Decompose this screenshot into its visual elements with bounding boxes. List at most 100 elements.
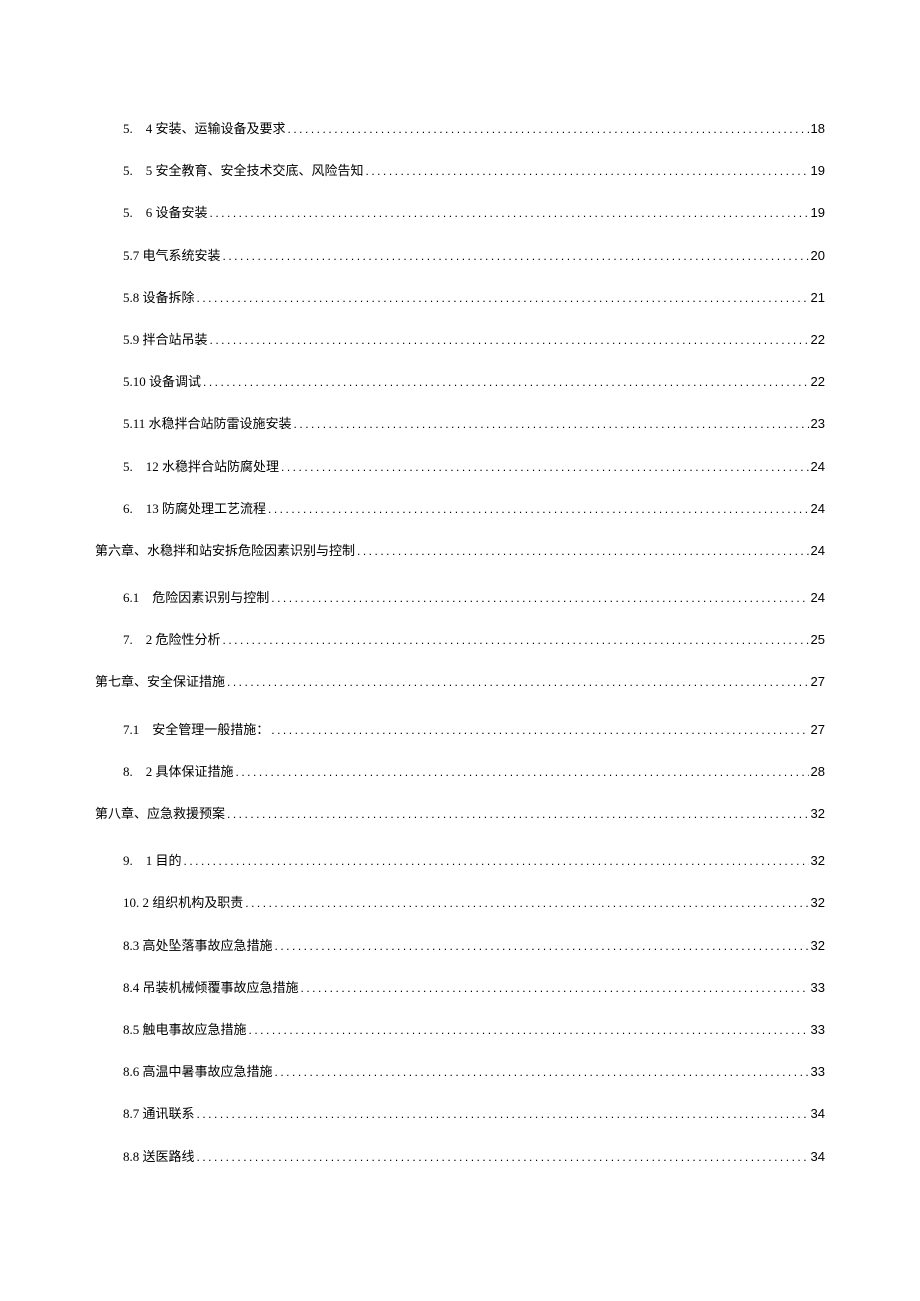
toc-label: 8.8 送医路线 (123, 1148, 195, 1166)
toc-page-number: 32 (809, 805, 825, 823)
toc-entry: 5.10 设备调试 22 (95, 373, 825, 391)
toc-label: 第八章、应急救援预案 (95, 805, 225, 823)
toc-entry: 5. 5 安全教育、安全技术交底、风险告知 19 (95, 162, 825, 180)
toc-label: 5.10 设备调试 (123, 373, 201, 391)
toc-entry: 8. 2 具体保证措施 28 (95, 763, 825, 781)
toc-leader (364, 163, 809, 180)
toc-leader (195, 1149, 809, 1166)
toc-entry: 8.6 高温中暑事故应急措施 33 (95, 1063, 825, 1081)
toc-label: 8.3 高处坠落事故应急措施 (123, 937, 273, 955)
toc-page-number: 33 (809, 1063, 825, 1081)
toc-entry: 8.4 吊装机械倾覆事故应急措施 33 (95, 979, 825, 997)
toc-page-number: 24 (809, 589, 825, 607)
toc-page: 5. 4 安装、运输设备及要求 18 5. 5 安全教育、安全技术交底、风险告知… (0, 0, 920, 1285)
toc-page-number: 25 (809, 631, 825, 649)
toc-entry: 5. 6 设备安装 19 (95, 204, 825, 222)
toc-page-number: 19 (809, 204, 825, 222)
toc-label: 10. 2 组织机构及职责 (123, 894, 243, 912)
toc-entry: 8.8 送医路线 34 (95, 1148, 825, 1166)
toc-label: 8.6 高温中暑事故应急措施 (123, 1063, 273, 1081)
toc-label: 6.1 危险因素识别与控制 (123, 589, 269, 607)
toc-label: 7. 2 危险性分析 (123, 631, 221, 649)
toc-label: 8.7 通讯联系 (123, 1105, 195, 1123)
toc-label: 5. 5 安全教育、安全技术交底、风险告知 (123, 162, 364, 180)
toc-label: 5. 4 安装、运输设备及要求 (123, 120, 286, 138)
toc-leader (247, 1022, 809, 1039)
toc-leader (221, 248, 809, 265)
toc-page-number: 23 (809, 415, 825, 433)
toc-entry: 5. 12 水稳拌合站防腐处理 24 (95, 458, 825, 476)
toc-page-number: 22 (809, 373, 825, 391)
toc-chapter-entry: 第八章、应急救援预案 32 (95, 805, 825, 823)
toc-leader (292, 416, 809, 433)
toc-label: 8.5 触电事故应急措施 (123, 1021, 247, 1039)
toc-label: 5.8 设备拆除 (123, 289, 195, 307)
toc-page-number: 21 (809, 289, 825, 307)
toc-leader (234, 764, 809, 781)
toc-leader (221, 632, 809, 649)
toc-entry: 5.9 拌合站吊装 22 (95, 331, 825, 349)
toc-page-number: 32 (809, 852, 825, 870)
toc-page-number: 27 (809, 673, 825, 691)
toc-page-number: 20 (809, 247, 825, 265)
toc-entry: 8.7 通讯联系 34 (95, 1105, 825, 1123)
toc-leader (273, 1064, 809, 1081)
toc-leader (279, 459, 809, 476)
toc-leader (225, 674, 809, 691)
toc-label: 5.9 拌合站吊装 (123, 331, 208, 349)
toc-page-number: 34 (809, 1148, 825, 1166)
toc-label: 7.1 安全管理一般措施： (123, 721, 269, 739)
toc-entry: 5.8 设备拆除 21 (95, 289, 825, 307)
toc-label: 第六章、水稳拌和站安拆危险因素识别与控制 (95, 542, 355, 560)
toc-leader (182, 853, 809, 870)
toc-entry: 5. 4 安装、运输设备及要求 18 (95, 120, 825, 138)
toc-page-number: 18 (809, 120, 825, 138)
toc-label: 9. 1 目的 (123, 852, 182, 870)
toc-entry: 6.1 危险因素识别与控制 24 (95, 589, 825, 607)
toc-label: 5. 12 水稳拌合站防腐处理 (123, 458, 279, 476)
toc-page-number: 24 (809, 458, 825, 476)
toc-leader (269, 590, 808, 607)
toc-page-number: 33 (809, 1021, 825, 1039)
toc-leader (195, 1106, 809, 1123)
toc-entry: 10. 2 组织机构及职责 32 (95, 894, 825, 912)
toc-chapter-entry: 第六章、水稳拌和站安拆危险因素识别与控制 24 (95, 542, 825, 560)
toc-leader (201, 374, 809, 391)
toc-leader (299, 980, 809, 997)
toc-leader (269, 722, 808, 739)
toc-entry: 5.11 水稳拌合站防雷设施安装 23 (95, 415, 825, 433)
toc-label: 6. 13 防腐处理工艺流程 (123, 500, 266, 518)
toc-page-number: 24 (809, 500, 825, 518)
toc-page-number: 22 (809, 331, 825, 349)
toc-page-number: 32 (809, 937, 825, 955)
toc-leader (273, 938, 809, 955)
toc-entry: 7. 2 危险性分析 25 (95, 631, 825, 649)
toc-page-number: 19 (809, 162, 825, 180)
toc-page-number: 27 (809, 721, 825, 739)
toc-label: 第七章、安全保证措施 (95, 673, 225, 691)
toc-chapter-entry: 第七章、安全保证措施 27 (95, 673, 825, 691)
toc-page-number: 34 (809, 1105, 825, 1123)
toc-page-number: 28 (809, 763, 825, 781)
toc-leader (225, 806, 809, 823)
toc-entry: 8.5 触电事故应急措施 33 (95, 1021, 825, 1039)
toc-entry: 9. 1 目的 32 (95, 852, 825, 870)
toc-page-number: 33 (809, 979, 825, 997)
toc-label: 5.11 水稳拌合站防雷设施安装 (123, 415, 292, 433)
toc-entry: 8.3 高处坠落事故应急措施 32 (95, 937, 825, 955)
toc-page-number: 24 (809, 542, 825, 560)
toc-leader (243, 895, 808, 912)
toc-entry: 6. 13 防腐处理工艺流程 24 (95, 500, 825, 518)
toc-label: 5.7 电气系统安装 (123, 247, 221, 265)
toc-label: 8. 2 具体保证措施 (123, 763, 234, 781)
toc-leader (208, 205, 809, 222)
toc-leader (195, 290, 809, 307)
toc-leader (208, 332, 809, 349)
toc-label: 8.4 吊装机械倾覆事故应急措施 (123, 979, 299, 997)
toc-leader (266, 501, 809, 518)
toc-entry: 5.7 电气系统安装 20 (95, 247, 825, 265)
toc-leader (355, 543, 809, 560)
toc-page-number: 32 (809, 894, 825, 912)
toc-label: 5. 6 设备安装 (123, 204, 208, 222)
toc-leader (286, 121, 809, 138)
